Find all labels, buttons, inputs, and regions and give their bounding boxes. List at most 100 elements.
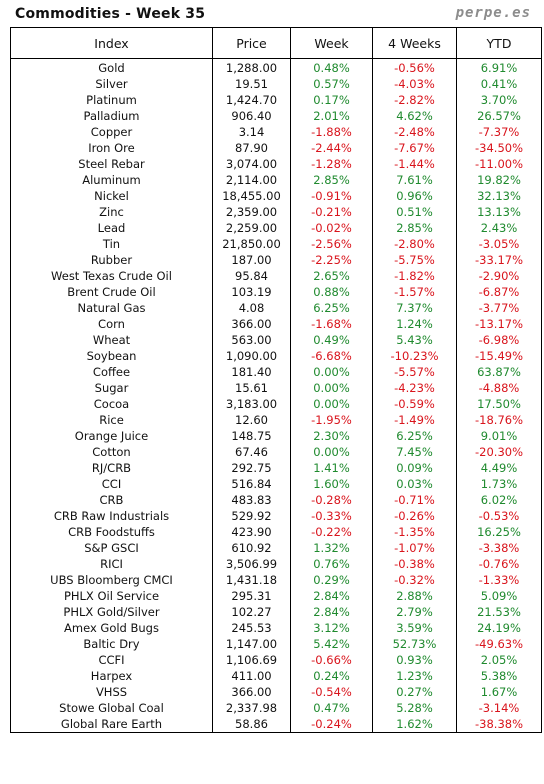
cell-4-weeks: -1.35% [372,524,457,540]
table-row: Wheat 563.00 0.49% 5.43% -6.98% [10,332,542,348]
table-row: Stowe Global Coal 2,337.98 0.47% 5.28% -3.14… [10,700,542,716]
cell-index: Harpex [10,668,213,684]
cell-index: Global Rare Earth [10,716,213,733]
cell-ytd: 4.49% [456,460,542,476]
cell-4-weeks: -0.26% [372,508,457,524]
cell-price: 516.84 [212,476,291,492]
table-header-row: Index Price Week 4 Weeks YTD [10,27,542,59]
cell-index: Nickel [10,188,213,204]
cell-4-weeks: 3.59% [372,620,457,636]
cell-week: 1.60% [290,476,373,492]
cell-index: Soybean [10,348,213,364]
cell-ytd: -4.88% [456,380,542,396]
cell-price: 906.40 [212,108,291,124]
cell-price: 95.84 [212,268,291,284]
cell-ytd: 6.02% [456,492,542,508]
cell-week: -0.21% [290,204,373,220]
table-row: Tin 21,850.00 -2.56% -2.80% -3.05% [10,236,542,252]
table-row: Copper 3.14 -1.88% -2.48% -7.37% [10,124,542,140]
cell-index: CCFI [10,652,213,668]
cell-price: 19.51 [212,76,291,92]
cell-4-weeks: -1.82% [372,268,457,284]
table-row: CRB Raw Industrials 529.92 -0.33% -0.26% -0.… [10,508,542,524]
cell-index: CCI [10,476,213,492]
cell-ytd: -7.37% [456,124,542,140]
cell-ytd: 5.09% [456,588,542,604]
cell-week: 0.17% [290,92,373,108]
cell-4-weeks: 0.27% [372,684,457,700]
cell-ytd: -15.49% [456,348,542,364]
cell-ytd: -18.76% [456,412,542,428]
table-row: VHSS 366.00 -0.54% 0.27% 1.67% [10,684,542,700]
cell-week: -2.25% [290,252,373,268]
table-row: Orange Juice 148.75 2.30% 6.25% 9.01% [10,428,542,444]
cell-ytd: 63.87% [456,364,542,380]
cell-price: 1,424.70 [212,92,291,108]
cell-index: Rice [10,412,213,428]
table-row: Platinum 1,424.70 0.17% -2.82% 3.70% [10,92,542,108]
cell-ytd: -38.38% [456,716,542,733]
cell-ytd: 5.38% [456,668,542,684]
cell-week: 5.42% [290,636,373,652]
table-row: Global Rare Earth 58.86 -0.24% 1.62% -38.38% [10,716,542,733]
cell-week: 6.25% [290,300,373,316]
cell-ytd: 32.13% [456,188,542,204]
cell-week: 2.01% [290,108,373,124]
cell-week: -0.33% [290,508,373,524]
cell-price: 366.00 [212,684,291,700]
cell-price: 529.92 [212,508,291,524]
cell-week: -6.68% [290,348,373,364]
cell-index: Steel Rebar [10,156,213,172]
cell-4-weeks: 0.51% [372,204,457,220]
cell-price: 483.83 [212,492,291,508]
table-row: Aluminum 2,114.00 2.85% 7.61% 19.82% [10,172,542,188]
table-row: Zinc 2,359.00 -0.21% 0.51% 13.13% [10,204,542,220]
brand-logo: perpe.es [455,5,531,21]
cell-index: Baltic Dry [10,636,213,652]
cell-4-weeks: -2.82% [372,92,457,108]
cell-index: Cocoa [10,396,213,412]
cell-ytd: -0.76% [456,556,542,572]
cell-4-weeks: 2.85% [372,220,457,236]
cell-index: Silver [10,76,213,92]
column-header-4-weeks: 4 Weeks [372,27,457,59]
cell-week: -2.56% [290,236,373,252]
cell-index: Wheat [10,332,213,348]
cell-4-weeks: 7.45% [372,444,457,460]
table-row: UBS Bloomberg CMCI 1,431.18 0.29% -0.32% -1.… [10,572,542,588]
cell-index: RJ/CRB [10,460,213,476]
cell-4-weeks: -4.03% [372,76,457,92]
title-bar: Commodities - Week 35 perpe.es [10,0,541,27]
cell-ytd: 6.91% [456,58,542,76]
table-row: Soybean 1,090.00 -6.68% -10.23% -15.49% [10,348,542,364]
cell-4-weeks: 52.73% [372,636,457,652]
table-row: PHLX Gold/Silver 102.27 2.84% 2.79% 21.53% [10,604,542,620]
cell-price: 1,147.00 [212,636,291,652]
cell-ytd: -3.14% [456,700,542,716]
cell-ytd: -6.87% [456,284,542,300]
cell-ytd: -3.77% [456,300,542,316]
cell-price: 181.40 [212,364,291,380]
cell-4-weeks: 0.93% [372,652,457,668]
cell-ytd: 1.73% [456,476,542,492]
cell-week: -0.24% [290,716,373,733]
cell-week: 1.41% [290,460,373,476]
cell-4-weeks: 2.88% [372,588,457,604]
cell-price: 4.08 [212,300,291,316]
cell-ytd: 1.67% [456,684,542,700]
cell-week: 0.00% [290,364,373,380]
cell-index: UBS Bloomberg CMCI [10,572,213,588]
table-row: Lead 2,259.00 -0.02% 2.85% 2.43% [10,220,542,236]
cell-price: 187.00 [212,252,291,268]
cell-index: RICI [10,556,213,572]
table-row: Palladium 906.40 2.01% 4.62% 26.57% [10,108,542,124]
cell-index: Natural Gas [10,300,213,316]
cell-4-weeks: -1.49% [372,412,457,428]
cell-price: 2,359.00 [212,204,291,220]
cell-4-weeks: -7.67% [372,140,457,156]
cell-ytd: -13.17% [456,316,542,332]
cell-week: 0.76% [290,556,373,572]
column-header-week: Week [290,27,373,59]
cell-4-weeks: -1.57% [372,284,457,300]
cell-price: 1,106.69 [212,652,291,668]
